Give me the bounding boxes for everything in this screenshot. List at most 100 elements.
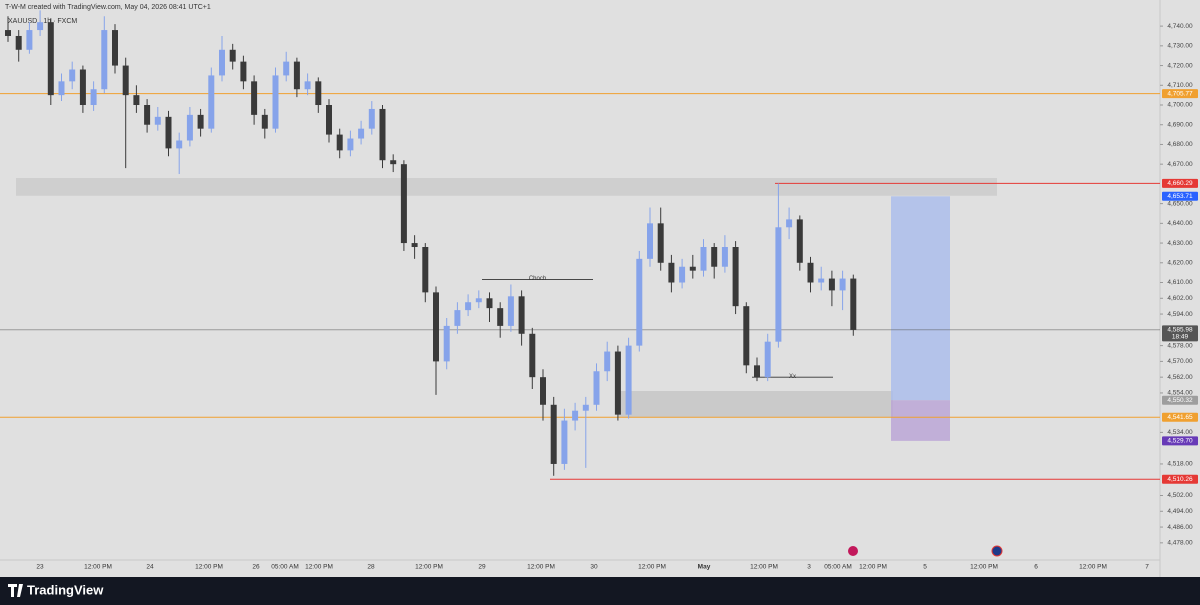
candle-body xyxy=(486,298,493,309)
candle-body xyxy=(604,351,611,372)
candle-body xyxy=(721,247,728,267)
candle-body xyxy=(454,310,461,326)
zone xyxy=(618,390,893,418)
candle-body xyxy=(37,22,44,31)
candle-body xyxy=(689,266,696,271)
price-label: 4,705.77 xyxy=(1167,90,1193,97)
price-label-bg xyxy=(1162,474,1198,484)
y-tick-label: 4,570.00 xyxy=(1167,358,1193,365)
candle-body xyxy=(828,278,835,291)
candle-body xyxy=(529,333,536,378)
candle-body xyxy=(572,410,579,421)
candle-body xyxy=(229,49,236,62)
price-label-bg xyxy=(1162,395,1198,405)
candle-body xyxy=(550,404,557,464)
countdown: 18:49 xyxy=(1172,334,1189,341)
candle-body xyxy=(176,140,183,149)
candle-body xyxy=(293,61,300,90)
y-tick-label: 4,486.00 xyxy=(1167,524,1193,531)
x-tick-label: 05:00 AM xyxy=(824,564,851,571)
candle-body xyxy=(850,278,857,330)
candle-body xyxy=(69,69,76,82)
candle-body xyxy=(786,219,793,228)
x-tick-label: 12:00 PM xyxy=(638,564,666,571)
candle-body xyxy=(443,325,450,362)
candle-body xyxy=(807,262,814,283)
x-tick-label: May xyxy=(698,564,711,571)
price-label: 4,653.71 xyxy=(1167,193,1193,200)
candle-body xyxy=(647,223,653,259)
candle-body xyxy=(433,292,439,362)
candle-body xyxy=(261,114,268,129)
x-tick-label: 12:00 PM xyxy=(527,564,555,571)
price-label-bg xyxy=(1162,412,1198,422)
candle-body xyxy=(668,262,675,283)
price-label: 4,660.29 xyxy=(1167,180,1193,187)
y-tick-label: 4,554.00 xyxy=(1167,390,1193,397)
candle-body xyxy=(15,35,22,50)
candle-body xyxy=(400,164,407,244)
candle-body xyxy=(368,108,375,129)
candle-body xyxy=(90,89,97,106)
x-tick-label: 12:00 PM xyxy=(750,564,778,571)
brand-logo xyxy=(8,584,23,597)
candle-body xyxy=(283,61,290,76)
candle-body xyxy=(326,105,332,135)
candle-body xyxy=(251,81,258,115)
candle-body xyxy=(315,81,322,106)
candle-body xyxy=(26,30,33,50)
candle-body xyxy=(347,138,354,151)
y-tick-label: 4,562.00 xyxy=(1167,374,1193,381)
candle-body xyxy=(796,219,803,263)
x-tick-label: 12:00 PM xyxy=(415,564,443,571)
candle-body xyxy=(582,404,589,411)
candle-body xyxy=(614,351,621,415)
candle-body xyxy=(272,75,279,129)
candle-body xyxy=(154,116,161,125)
candle-body xyxy=(219,49,225,76)
x-tick-label: 30 xyxy=(590,564,598,571)
x-tick-label: 12:00 PM xyxy=(859,564,887,571)
x-tick-label: 3 xyxy=(807,564,811,571)
x-tick-label: 23 xyxy=(36,564,44,571)
candle-body xyxy=(390,160,397,165)
event-icon xyxy=(848,546,858,556)
candle-body xyxy=(358,128,365,139)
candle-body xyxy=(379,108,386,161)
y-tick-label: 4,602.00 xyxy=(1167,295,1193,302)
y-tick-label: 4,640.00 xyxy=(1167,220,1193,227)
y-tick-label: 4,620.00 xyxy=(1167,260,1193,267)
candle-body xyxy=(208,75,215,129)
y-tick-label: 4,518.00 xyxy=(1167,461,1193,468)
y-tick-label: 4,740.00 xyxy=(1167,23,1193,30)
y-tick-label: 4,730.00 xyxy=(1167,43,1193,50)
candle-body xyxy=(112,30,118,66)
position-target xyxy=(891,196,950,401)
y-tick-label: 4,534.00 xyxy=(1167,429,1193,436)
candle-body xyxy=(475,298,482,303)
price-label-bg xyxy=(1162,178,1198,188)
y-tick-label: 4,494.00 xyxy=(1167,508,1193,515)
candle-body xyxy=(700,247,707,271)
candle-body xyxy=(743,306,750,366)
candle-body xyxy=(79,69,86,106)
y-tick-label: 4,720.00 xyxy=(1167,62,1193,69)
y-tick-label: 4,690.00 xyxy=(1167,121,1193,128)
candle-body xyxy=(839,278,846,291)
zone xyxy=(16,177,997,196)
candle-body xyxy=(5,30,11,36)
annotation-label: Xx xyxy=(789,374,796,380)
candle-body xyxy=(540,377,546,405)
x-tick-label: 12:00 PM xyxy=(970,564,998,571)
y-tick-label: 4,594.00 xyxy=(1167,311,1193,318)
price-label: 4,529.70 xyxy=(1167,438,1193,445)
x-tick-label: 28 xyxy=(367,564,375,571)
candle-body xyxy=(133,95,140,106)
x-tick-label: 12:00 PM xyxy=(84,564,112,571)
y-tick-label: 4,650.00 xyxy=(1167,200,1193,207)
candle-body xyxy=(711,247,718,267)
brand: TradingView xyxy=(27,582,104,597)
x-tick-label: 12:00 PM xyxy=(1079,564,1107,571)
